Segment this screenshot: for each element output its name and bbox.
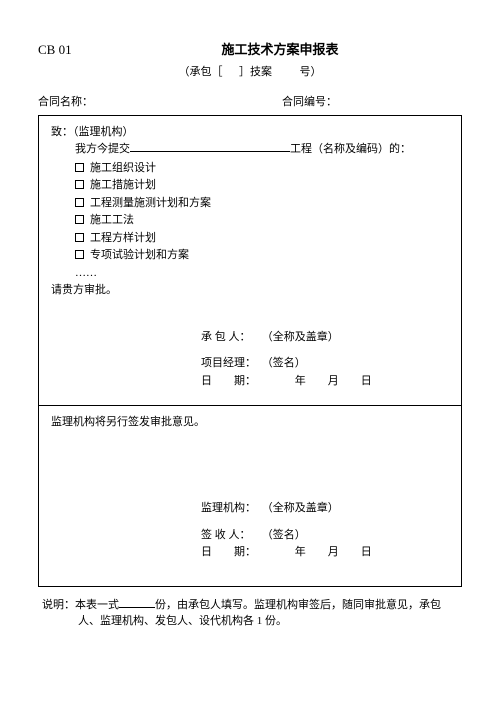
- checkbox-icon[interactable]: [75, 198, 84, 207]
- contractor-row: 承 包 人： （全称及盖章）: [201, 329, 449, 346]
- checkbox-icon[interactable]: [75, 250, 84, 259]
- date-row-lower: 日 期： 年 月 日: [201, 544, 449, 561]
- date-parts: 年 月 日: [262, 373, 372, 390]
- signer-label: 签 收 人：: [201, 527, 259, 544]
- explain-body: 说明：本表一式份，由承包人填写。监理机构审签后，随同审批意见，承包人、监理机构、…: [42, 597, 458, 630]
- signer-row: 签 收 人： （签名）: [201, 527, 449, 544]
- check-item-5: 专项试验计划和方案: [75, 247, 449, 264]
- form-box: 致：（监理机构） 我方今提交 工程（名称及编码）的： 施工组织设计 施工措施计划 …: [38, 115, 462, 587]
- pm-label: 项目经理：: [201, 355, 259, 372]
- page: CB 01 施工技术方案申报表 （承包［ ］技案 号） 合同名称： 合同编号： …: [0, 0, 500, 660]
- check-label-4: 工程方样计划: [90, 232, 156, 244]
- submit-line: 我方今提交 工程（名称及编码）的：: [75, 140, 449, 158]
- check-item-ellipsis: ……: [75, 265, 449, 282]
- subtitle-prefix: （承包［: [179, 66, 223, 78]
- spacer: [201, 346, 449, 354]
- subtitle-mid: ］技案: [239, 66, 272, 78]
- org-label: 监理机构：: [201, 500, 259, 517]
- subtitle-blank2: [275, 66, 297, 78]
- supervisor-sig-block: 监理机构： （全称及盖章） 签 收 人： （签名） 日 期： 年 月 日: [201, 500, 449, 561]
- year-label: 年: [295, 375, 306, 387]
- check-label-1: 施工措施计划: [90, 179, 156, 191]
- checkbox-icon[interactable]: [75, 163, 84, 172]
- explain-label: 说明：: [42, 599, 75, 611]
- check-label-2: 工程测量施测计划和方案: [90, 197, 211, 209]
- check-item-1: 施工措施计划: [75, 177, 449, 194]
- check-label-0: 施工组织设计: [90, 162, 156, 174]
- month-label: 月: [328, 375, 339, 387]
- check-item-0: 施工组织设计: [75, 160, 449, 177]
- date-parts-lower: 年 月 日: [262, 544, 372, 561]
- checkbox-icon[interactable]: [75, 180, 84, 189]
- subtitle: （承包［ ］技案 号）: [38, 64, 462, 81]
- year-label-lower: 年: [295, 546, 306, 558]
- subtitle-blank: [225, 66, 236, 78]
- meta-row: 合同名称： 合同编号：: [38, 94, 462, 111]
- submit-prefix: 我方今提交: [75, 143, 130, 155]
- contractor-hint: （全称及盖章）: [262, 331, 339, 343]
- check-label-5: 专项试验计划和方案: [90, 249, 189, 261]
- checkbox-icon[interactable]: [75, 215, 84, 224]
- form-title: 施工技术方案申报表: [98, 40, 462, 60]
- subtitle-suffix: 号）: [300, 66, 322, 78]
- upper-section: 致：（监理机构） 我方今提交 工程（名称及编码）的： 施工组织设计 施工措施计划 …: [39, 116, 461, 406]
- explain-t1: 本表一式: [75, 599, 119, 611]
- org-hint: （全称及盖章）: [262, 502, 339, 514]
- check-item-4: 工程方样计划: [75, 230, 449, 247]
- contractor-sig-block: 承 包 人： （全称及盖章） 项目经理： （签名） 日 期： 年 月 日: [201, 329, 449, 390]
- day-label-lower: 日: [361, 546, 372, 558]
- header-row: CB 01 施工技术方案申报表: [38, 40, 462, 60]
- date-label: 日 期：: [201, 373, 259, 390]
- contractor-label: 承 包 人：: [201, 329, 259, 346]
- project-name-blank[interactable]: [130, 140, 290, 152]
- pm-row: 项目经理： （签名）: [201, 355, 449, 372]
- spacer: [201, 518, 449, 526]
- check-item-2: 工程测量施测计划和方案: [75, 195, 449, 212]
- pm-hint: （签名）: [262, 357, 306, 369]
- lower-section: 监理机构将另行签发审批意见。 监理机构： （全称及盖章） 签 收 人： （签名）…: [39, 406, 461, 586]
- month-label-lower: 月: [328, 546, 339, 558]
- opinion-line: 监理机构将另行签发审批意见。: [51, 414, 449, 431]
- submit-suffix: 工程（名称及编码）的：: [290, 143, 411, 155]
- request-line: 请贵方审批。: [51, 282, 449, 299]
- checklist: 施工组织设计 施工措施计划 工程测量施测计划和方案 施工工法 工程方样计划 专项…: [75, 160, 449, 282]
- checkbox-icon[interactable]: [75, 233, 84, 242]
- date-row-upper: 日 期： 年 月 日: [201, 373, 449, 390]
- day-label: 日: [361, 375, 372, 387]
- check-item-3: 施工工法: [75, 212, 449, 229]
- org-row: 监理机构： （全称及盖章）: [201, 500, 449, 517]
- to-line: 致：（监理机构）: [51, 124, 449, 141]
- signer-hint: （签名）: [262, 529, 306, 541]
- copies-blank[interactable]: [119, 597, 155, 608]
- contract-no-label: 合同编号：: [282, 94, 462, 111]
- date-label-lower: 日 期：: [201, 544, 259, 561]
- explain-block: 说明：本表一式份，由承包人填写。监理机构审签后，随同审批意见，承包人、监理机构、…: [38, 597, 462, 630]
- contract-name-label: 合同名称：: [38, 94, 282, 111]
- check-label-3: 施工工法: [90, 214, 134, 226]
